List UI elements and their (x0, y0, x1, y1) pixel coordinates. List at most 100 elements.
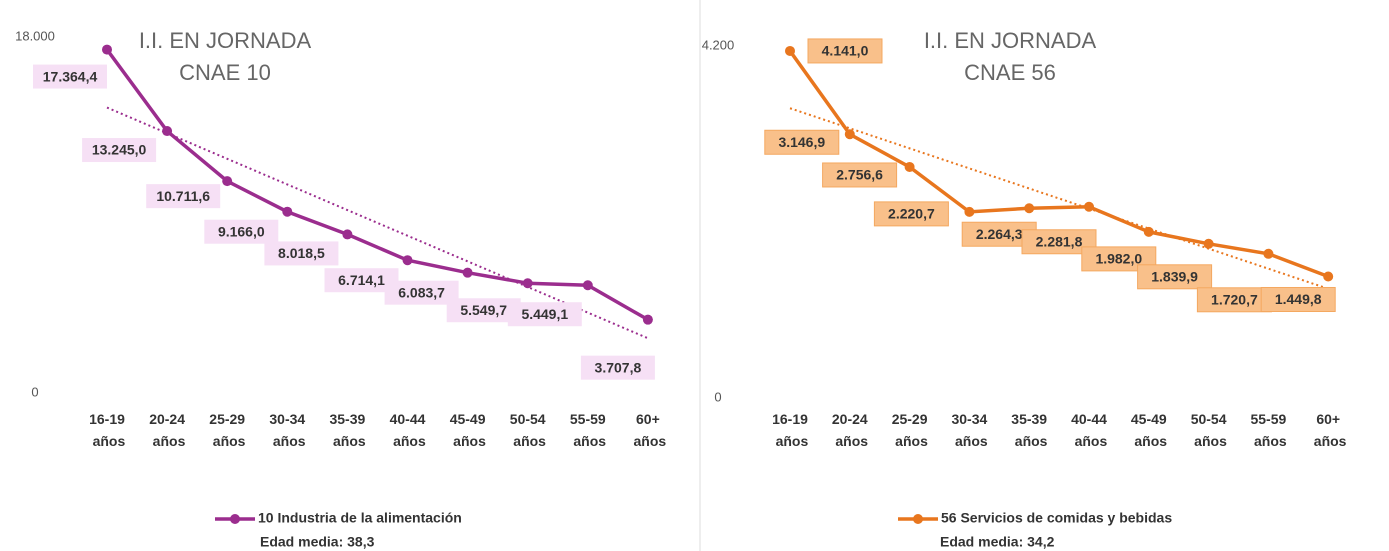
x-tick-label-line: 50-54 (1191, 411, 1227, 427)
value-label-box (1081, 246, 1157, 272)
value-label-box (82, 138, 157, 163)
x-tick-label-line: años (630, 433, 667, 449)
trendline (106, 106, 649, 340)
x-tick-label-line: años (449, 433, 486, 449)
value-label-box (1196, 287, 1272, 313)
value-label: 4.141,0 (822, 43, 869, 59)
x-tick-label: 30-34 años (269, 411, 306, 449)
value-label: 10.711,6 (156, 188, 210, 204)
x-tick-label: 40-44 años (389, 411, 426, 449)
x-tick-label-line: años (389, 433, 426, 449)
x-tick-label-line: 30-34 (269, 411, 305, 427)
value-label-box (807, 38, 883, 64)
value-label-box (146, 184, 221, 209)
x-tick-label-line: 60+ (636, 411, 660, 427)
x-tick-label-line: 16-19 (89, 411, 125, 427)
x-tick-label-line: años (269, 433, 306, 449)
value-label-box (264, 241, 339, 266)
value-label: 2.264,3 (976, 226, 1023, 242)
data-point (1084, 201, 1094, 212)
data-point (785, 45, 795, 56)
chart-subtitle: CNAE 56 (964, 60, 1056, 85)
series-line (105, 48, 649, 322)
annotation: Edad media: 38,3 (260, 534, 375, 550)
data-point (844, 129, 855, 140)
data-point (1323, 271, 1334, 282)
chart-subtitle: CNAE 10 (179, 60, 271, 85)
x-tick-label-line: años (772, 433, 809, 449)
value-label: 8.018,5 (278, 245, 325, 261)
x-tick-label-line: años (329, 433, 366, 449)
x-tick-label-line: años (891, 433, 928, 449)
data-point (1143, 226, 1154, 237)
x-tick-label-line: años (1310, 433, 1347, 449)
value-label-box (1260, 286, 1336, 312)
legend-label: 10 Industria de la alimentación (258, 510, 462, 526)
value-label: 9.166,0 (218, 223, 265, 239)
x-tick-label: 40-44 años (1071, 411, 1108, 449)
value-label-box (384, 280, 459, 305)
x-tick-label-line: 30-34 (951, 411, 987, 427)
x-tick-label: 16-19 años (772, 411, 809, 449)
x-tick-label-line: años (951, 433, 988, 449)
value-label: 1.839,9 (1151, 269, 1198, 285)
series-line (788, 49, 1329, 279)
x-tick-label-line: 40-44 (1071, 411, 1107, 427)
x-tick-label-line: años (149, 433, 186, 449)
x-tick-label-line: años (1190, 433, 1227, 449)
value-label: 3.707,8 (595, 359, 642, 375)
x-tick-label: 25-29 años (209, 411, 246, 449)
annotation: Edad media: 34,2 (940, 534, 1055, 550)
x-tick-label-line: años (832, 433, 869, 449)
x-tick-label-line: 25-29 (209, 411, 245, 427)
value-label: 5.549,7 (460, 302, 507, 318)
x-tick-label: 60+ años (630, 411, 667, 449)
value-label-box (507, 302, 582, 327)
value-label: 6.714,1 (338, 272, 385, 288)
value-label: 2.756,6 (836, 167, 883, 183)
x-tick-label: 60+ años (1310, 411, 1347, 449)
value-label: 5.449,1 (521, 306, 568, 322)
x-tick-label-line: 35-39 (329, 411, 365, 427)
x-tick-label-line: 20-24 (832, 411, 868, 427)
x-tick-label-line: 50-54 (510, 411, 546, 427)
value-label: 1.720,7 (1211, 291, 1258, 307)
value-label-box (822, 162, 898, 188)
data-point (102, 44, 112, 55)
y-tick-label: 0 (714, 389, 721, 404)
x-tick-label-line: 55-59 (1250, 411, 1286, 427)
data-point (342, 229, 353, 240)
data-point (1024, 203, 1035, 214)
data-point (222, 176, 233, 187)
x-tick-label: 35-39 años (1011, 411, 1048, 449)
value-label-box (33, 64, 107, 89)
x-tick-label-line: años (89, 433, 126, 449)
x-tick-label-line: 60+ (1316, 411, 1340, 427)
value-label: 13.245,0 (92, 142, 147, 158)
x-tick-label: 35-39 años (329, 411, 366, 449)
legend-label: 56 Servicios de comidas y bebidas (941, 510, 1172, 526)
x-tick-label: 45-49 años (1131, 411, 1168, 449)
value-label-box (204, 219, 279, 244)
x-tick-label-line: 45-49 (1131, 411, 1167, 427)
x-tick-label-line: años (209, 433, 246, 449)
x-tick-label: 55-59 años (570, 411, 607, 449)
x-tick-label: 20-24 años (832, 411, 869, 449)
x-tick-label: 50-54 años (509, 411, 546, 449)
value-label: 2.281,8 (1036, 233, 1083, 249)
x-tick-label: 20-24 años (149, 411, 186, 449)
data-point (1263, 248, 1274, 259)
chart-title: I.I. EN JORNADA (139, 28, 312, 53)
value-label-box (580, 355, 655, 380)
value-label-box (764, 129, 840, 155)
value-label: 1.982,0 (1095, 251, 1142, 267)
legend-marker (913, 514, 923, 524)
x-tick-label: 16-19 años (89, 411, 126, 449)
x-tick-label-line: 25-29 (892, 411, 928, 427)
data-point (282, 206, 293, 217)
chart-title: I.I. EN JORNADA (924, 28, 1097, 53)
y-tick-label: 18.000 (15, 28, 55, 43)
data-point (642, 314, 653, 325)
x-tick-label-line: años (1131, 433, 1168, 449)
